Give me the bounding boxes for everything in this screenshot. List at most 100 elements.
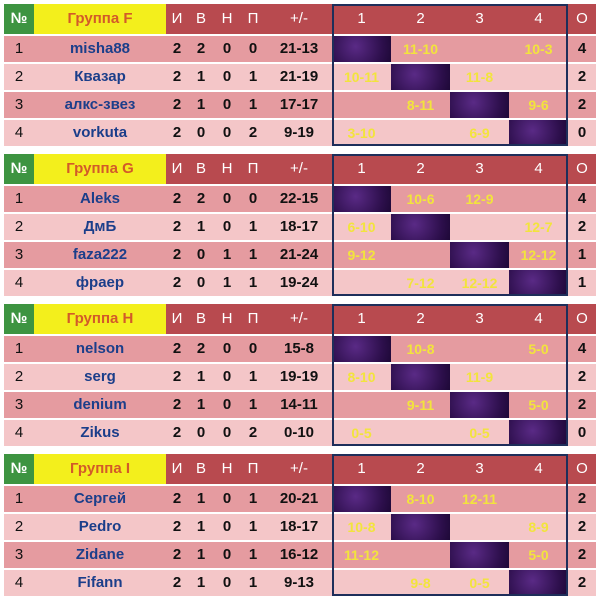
header-opponent: 2 (416, 10, 425, 27)
stat-v: 0 (196, 274, 206, 291)
row-number: 1 (14, 190, 24, 207)
match-result: 12-9 (465, 191, 494, 207)
header-opponent: 1 (357, 10, 366, 27)
match-result: 10-3 (524, 41, 553, 57)
player-name: vorkuta (72, 124, 128, 141)
table-row: 1 nelson 2 2 0 0 15-8 10-8 5-0 4 (4, 336, 596, 362)
stat-diff: 20-21 (279, 490, 319, 507)
stat-v: 2 (196, 190, 206, 207)
stat-i: 2 (172, 40, 182, 57)
header-stat: П (247, 460, 259, 477)
table-row: 4 фраер 2 0 1 1 19-24 7-12 12-12 1 (4, 270, 596, 296)
header-opponent: 3 (475, 10, 484, 27)
match-result: 12-11 (461, 491, 498, 507)
table-row: 3 faza222 2 0 1 1 21-24 9-12 12-12 1 (4, 242, 596, 268)
table-row: 2 Pedro 2 1 0 1 18-17 10-8 8-9 2 (4, 514, 596, 540)
stat-v: 2 (196, 340, 206, 357)
row-number: 4 (14, 424, 24, 441)
match-result (509, 486, 568, 512)
self-match-cell (391, 514, 450, 540)
match-result (450, 514, 509, 540)
match-result: 12-12 (520, 247, 557, 263)
stat-l: 0 (248, 40, 258, 57)
row-number: 1 (14, 490, 24, 507)
player-name: faza222 (72, 246, 128, 263)
header-stat: И (171, 460, 183, 477)
stat-v: 1 (196, 68, 206, 85)
stat-d: 0 (222, 518, 232, 535)
header-opponent: 1 (357, 160, 366, 177)
stat-i: 2 (172, 424, 182, 441)
match-result (450, 214, 509, 240)
group-table: № Группа G И В Н П +/- 1 2 3 4 О 1 Aleks 2 2 0 0 22-15 10-6… (4, 154, 596, 296)
match-result: 5-0 (528, 341, 549, 357)
stat-diff: 16-12 (279, 546, 319, 563)
header-opponent: 3 (475, 310, 484, 327)
match-result: 8-10 (347, 369, 376, 385)
stat-diff: 15-8 (283, 340, 315, 357)
points-value: 2 (577, 68, 587, 85)
self-match-cell (509, 270, 568, 296)
match-result: 0-5 (351, 425, 372, 441)
header-stat: +/- (290, 160, 308, 177)
stat-diff: 21-24 (279, 246, 319, 263)
stat-i: 2 (172, 396, 182, 413)
stat-i: 2 (172, 340, 182, 357)
match-result: 11-9 (465, 369, 494, 385)
player-name: Квазар (74, 68, 126, 85)
points-value: 2 (577, 218, 587, 235)
group-table: № Группа I И В Н П +/- 1 2 3 4 О 1 Сергей 2 1 0 1 20-21 8-1… (4, 454, 596, 596)
match-result (509, 64, 568, 90)
stat-i: 2 (172, 490, 182, 507)
stat-diff: 18-17 (279, 218, 319, 235)
player-name: Fifann (77, 574, 123, 591)
points-value: 2 (577, 368, 587, 385)
points-value: 4 (577, 40, 587, 57)
header-opponent: 1 (357, 460, 366, 477)
stat-d: 0 (222, 68, 232, 85)
stat-i: 2 (172, 368, 182, 385)
row-number: 2 (14, 518, 24, 535)
table-header: № Группа F И В Н П +/- 1 2 3 4 О (4, 4, 596, 34)
stat-d: 0 (222, 368, 232, 385)
stat-l: 2 (248, 424, 258, 441)
row-number: 4 (14, 574, 24, 591)
points-value: 2 (577, 546, 587, 563)
table-row: 4 Zikus 2 0 0 2 0-10 0-5 0-5 0 (4, 420, 596, 446)
stat-i: 2 (172, 274, 182, 291)
stat-diff: 9-19 (283, 124, 315, 141)
header-stat: Н (221, 310, 233, 327)
header-stat: П (247, 10, 259, 27)
match-result: 9-6 (528, 97, 549, 113)
self-match-cell (450, 92, 509, 118)
stat-l: 1 (248, 574, 258, 591)
stat-v: 1 (196, 396, 206, 413)
stat-d: 0 (222, 340, 232, 357)
match-result (391, 420, 450, 446)
stat-v: 0 (196, 246, 206, 263)
match-result (391, 120, 450, 146)
header-stat: Н (221, 460, 233, 477)
header-opponent: 1 (357, 310, 366, 327)
points-value: 2 (577, 518, 587, 535)
match-result: 5-0 (528, 547, 549, 563)
self-match-cell (509, 570, 568, 596)
row-number: 4 (14, 274, 24, 291)
points-value: 2 (577, 490, 587, 507)
match-result (391, 542, 450, 568)
points-value: 0 (577, 424, 587, 441)
stat-i: 2 (172, 546, 182, 563)
points-value: 2 (577, 574, 587, 591)
match-result: 8-9 (528, 519, 549, 535)
header-stat: Н (221, 160, 233, 177)
stat-diff: 19-19 (279, 368, 319, 385)
match-result: 7-12 (406, 275, 435, 291)
stat-l: 1 (248, 246, 258, 263)
match-result: 6-9 (469, 125, 490, 141)
header-opponent: 3 (475, 160, 484, 177)
points-value: 1 (577, 274, 587, 291)
stat-v: 0 (196, 124, 206, 141)
match-result: 9-8 (410, 575, 431, 591)
match-result: 9-12 (347, 247, 376, 263)
player-name: misha88 (69, 40, 131, 57)
